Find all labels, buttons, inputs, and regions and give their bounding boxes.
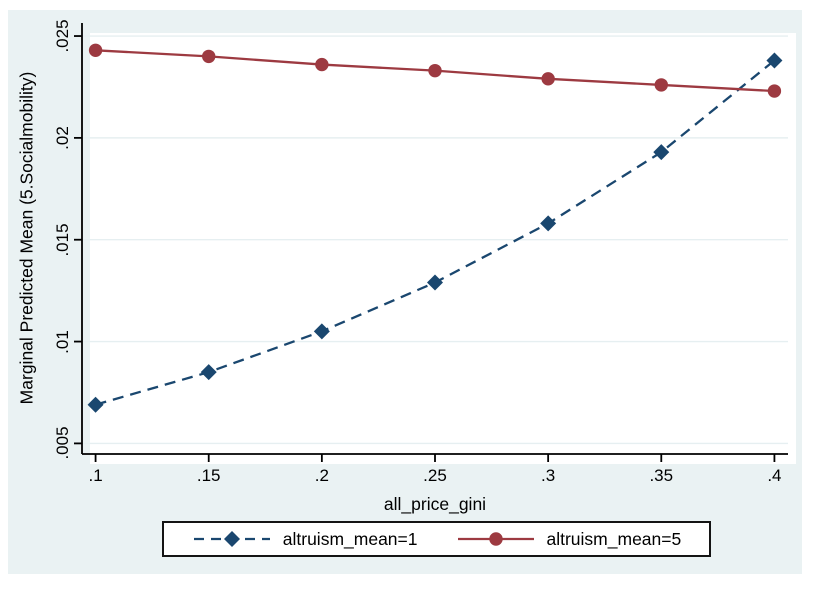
- data-point-circle: [315, 57, 329, 72]
- series-line-altruism_mean=1: [95, 59, 776, 406]
- data-point-circle: [428, 63, 442, 78]
- y-tick-label: .01: [53, 329, 72, 354]
- data-point-diamond: [200, 364, 217, 381]
- y-tick-label: .005: [53, 426, 72, 460]
- y-axis-title: Marginal Predicted Mean (5.Socialmobilit…: [16, 71, 37, 405]
- legend-label: altruism_mean=5: [546, 528, 682, 549]
- legend: altruism_mean=1 altruism_mean=5: [162, 521, 711, 557]
- legend-swatch-diamond: [223, 531, 240, 547]
- legend-entry-altruism-5: altruism_mean=5: [456, 528, 682, 550]
- x-tick-label: .25: [423, 466, 447, 485]
- graph-canvas: [8, 10, 802, 574]
- data-point-circle: [654, 78, 668, 92]
- x-tick-label: .15: [196, 466, 221, 485]
- data-point-diamond: [766, 52, 783, 69]
- y-tick-label: .02: [53, 126, 72, 150]
- legend-swatch-circle: [488, 532, 503, 546]
- x-tick-label: .1: [88, 466, 103, 485]
- legend-entry-altruism-1: altruism_mean=1: [192, 529, 418, 550]
- data-point-diamond: [313, 323, 330, 340]
- y-tick-label: .015: [53, 223, 72, 257]
- data-point-circle: [541, 72, 555, 86]
- x-tick-label: .35: [649, 466, 674, 485]
- data-point-circle: [88, 43, 103, 57]
- x-tick-label: .2: [314, 466, 329, 485]
- x-tick-label: .4: [767, 466, 782, 485]
- y-tick-label: .025: [53, 19, 72, 53]
- plot-area: [90, 33, 796, 464]
- data-point-circle: [767, 84, 782, 98]
- legend-swatch-dashed-diamond: [193, 531, 270, 547]
- data-point-diamond: [653, 144, 670, 161]
- data-point-diamond: [540, 215, 557, 232]
- data-point-diamond: [87, 396, 104, 413]
- x-axis-title: all_price_gini: [383, 494, 487, 514]
- legend-label: altruism_mean=1: [282, 528, 418, 549]
- x-tick-label: .3: [541, 466, 556, 485]
- data-point-circle: [202, 49, 216, 64]
- data-point-diamond: [427, 274, 443, 291]
- legend-swatch-solid-circle: [457, 532, 534, 546]
